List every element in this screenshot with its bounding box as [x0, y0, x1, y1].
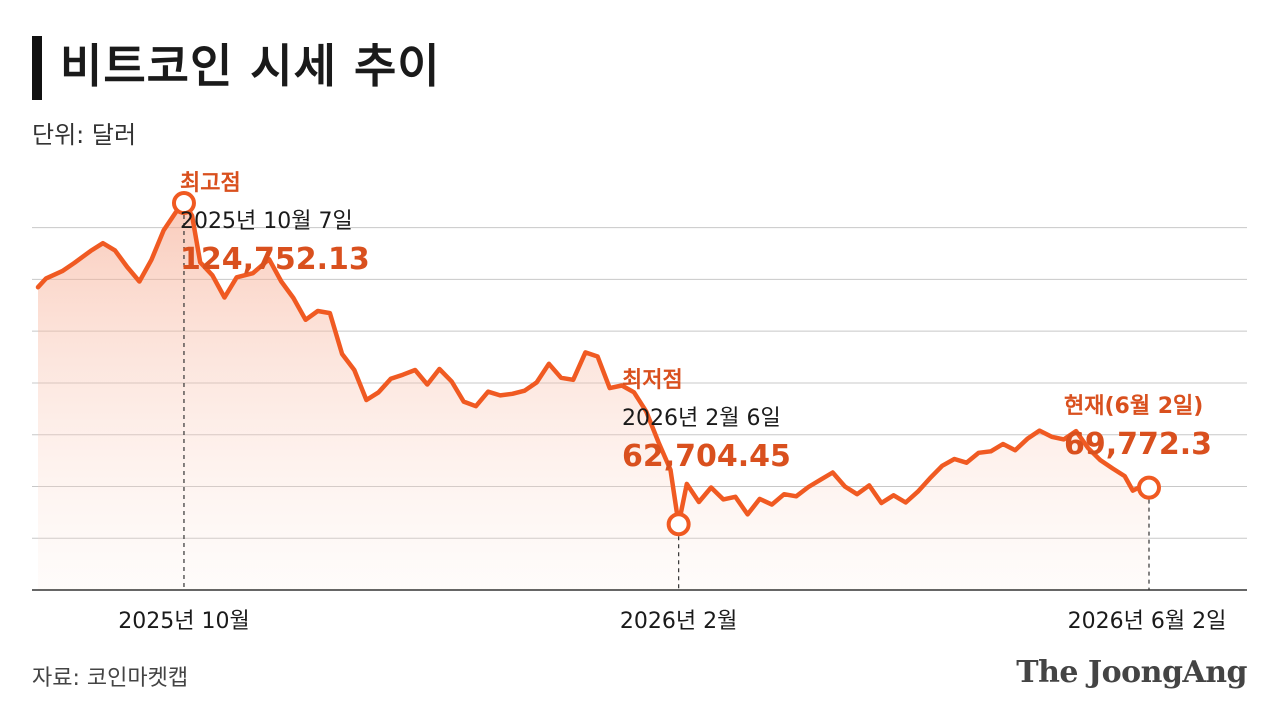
high-heading: 최고점 — [180, 171, 241, 196]
low-value-label: 62,704.45 — [622, 439, 791, 474]
high-marker — [171, 191, 196, 216]
x-tick-label: 2026년 6월 2일 — [1068, 609, 1227, 634]
title-accent-bar — [32, 36, 42, 100]
current-heading: 현재(6월 2일) — [1064, 394, 1203, 419]
current-value-label: 69,772.3 — [1064, 427, 1212, 462]
low-heading: 최저점 — [622, 368, 683, 393]
price-area — [38, 203, 1149, 590]
publisher-logo: The JoongAng — [1016, 655, 1247, 690]
unit-label: 단위: 달러 — [32, 121, 137, 149]
current-marker — [1137, 475, 1161, 500]
low-date-label: 2026년 2월 6일 — [622, 406, 781, 431]
guide-lines — [183, 215, 1150, 590]
annotation-labels: 최고점 2025년 10월 7일 124,752.13 최저점 2026년 2월 6일 6… — [180, 171, 1212, 474]
high-date-label: 2025년 10월 7일 — [180, 209, 353, 234]
markers — [171, 191, 1161, 537]
price-line — [35, 200, 1152, 527]
x-tick-label: 2025년 10월 — [118, 609, 249, 634]
x-tick-labels: 2025년 10월 2026년 2월 2026년 6월 2일 — [118, 609, 1226, 634]
low-marker — [666, 512, 691, 537]
x-tick-label: 2026년 2월 — [620, 609, 737, 634]
source-label: 자료: 코인마켓캡 — [32, 666, 189, 691]
chart-title: 비트코인 시세 추이 — [60, 39, 441, 93]
high-value-label: 124,752.13 — [180, 242, 370, 277]
